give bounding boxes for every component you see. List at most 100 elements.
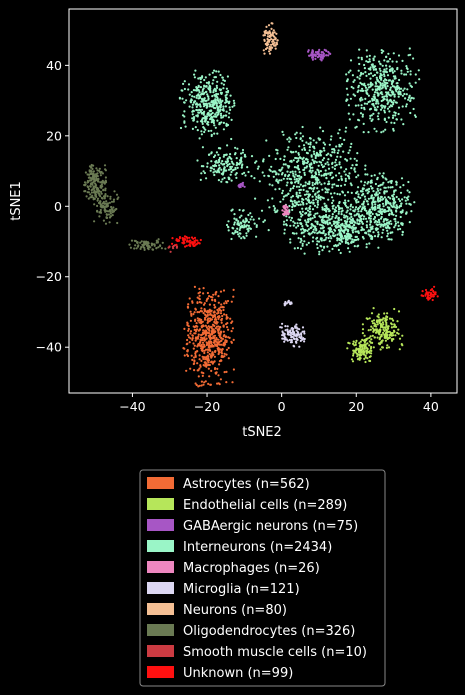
- data-point: [202, 170, 205, 173]
- data-point: [232, 227, 235, 230]
- data-point: [202, 357, 205, 360]
- data-point: [217, 382, 220, 385]
- data-point: [270, 27, 273, 30]
- data-point: [181, 241, 184, 244]
- data-point: [312, 236, 315, 239]
- data-point: [353, 214, 356, 217]
- data-point: [323, 173, 326, 176]
- data-point: [186, 354, 190, 358]
- data-point: [379, 335, 382, 338]
- data-point: [378, 60, 381, 63]
- data-point: [352, 340, 355, 343]
- data-point: [340, 175, 343, 178]
- data-point: [206, 165, 209, 168]
- data-point: [215, 86, 219, 89]
- data-point: [201, 75, 204, 78]
- data-point: [299, 337, 302, 340]
- data-point: [295, 323, 298, 326]
- data-point: [374, 200, 377, 203]
- data-point: [330, 135, 333, 138]
- series-9: [171, 235, 439, 302]
- data-point: [220, 82, 223, 85]
- data-point: [230, 330, 233, 333]
- data-point: [388, 207, 391, 211]
- data-point: [211, 82, 214, 85]
- data-point: [378, 221, 381, 224]
- data-point: [405, 212, 408, 215]
- data-point: [346, 93, 349, 96]
- data-point: [223, 168, 226, 171]
- data-point: [369, 359, 372, 363]
- data-point: [376, 235, 380, 238]
- data-point: [301, 330, 304, 333]
- data-point: [368, 336, 371, 339]
- data-point: [369, 230, 372, 233]
- data-point: [385, 321, 388, 324]
- data-point: [327, 198, 330, 201]
- data-point: [211, 71, 214, 74]
- data-point: [178, 237, 181, 240]
- data-point: [381, 93, 384, 96]
- data-point: [216, 80, 219, 83]
- data-point: [381, 208, 384, 211]
- data-point: [393, 325, 396, 328]
- data-point: [379, 81, 382, 84]
- data-point: [302, 144, 306, 147]
- data-point: [391, 93, 394, 96]
- data-point: [337, 132, 340, 135]
- data-point: [319, 216, 322, 219]
- data-point: [305, 223, 308, 226]
- data-point: [231, 327, 234, 330]
- data-point: [365, 91, 368, 95]
- data-point: [402, 184, 405, 187]
- data-point: [229, 173, 232, 176]
- data-point: [240, 237, 243, 240]
- data-point: [405, 67, 408, 70]
- data-point: [239, 184, 242, 187]
- data-point: [318, 48, 321, 52]
- data-point: [293, 222, 296, 225]
- data-point: [231, 381, 234, 384]
- data-point: [380, 195, 383, 199]
- data-point: [370, 312, 374, 315]
- data-point: [360, 96, 363, 99]
- data-point: [189, 367, 192, 370]
- data-point: [295, 334, 298, 337]
- x-tick-label: −20: [194, 399, 220, 414]
- data-point: [295, 180, 298, 183]
- data-point: [352, 352, 355, 355]
- data-point: [160, 247, 163, 250]
- data-point: [327, 183, 330, 186]
- data-point: [282, 195, 286, 198]
- data-point: [362, 89, 365, 92]
- data-point: [91, 194, 94, 197]
- data-point: [310, 222, 313, 226]
- data-point: [375, 108, 378, 111]
- data-point: [398, 348, 401, 351]
- data-point: [208, 303, 211, 306]
- series-1: [346, 307, 404, 364]
- data-point: [354, 227, 357, 230]
- data-point: [296, 174, 299, 178]
- data-point: [380, 223, 383, 226]
- data-point: [286, 339, 289, 342]
- data-point: [343, 214, 346, 217]
- data-point: [390, 222, 393, 225]
- data-point: [212, 353, 215, 356]
- data-point: [232, 368, 235, 371]
- data-point: [237, 220, 240, 223]
- data-point: [99, 186, 102, 189]
- data-point: [203, 345, 206, 348]
- data-point: [295, 193, 298, 196]
- data-point: [215, 318, 218, 321]
- data-point: [212, 361, 215, 364]
- data-point: [380, 131, 383, 134]
- data-point: [377, 233, 380, 236]
- data-point: [203, 171, 206, 175]
- data-point: [217, 331, 220, 334]
- data-point: [142, 244, 145, 247]
- data-point: [213, 124, 216, 127]
- data-point: [329, 153, 332, 157]
- data-point: [297, 332, 300, 335]
- data-point: [208, 102, 211, 105]
